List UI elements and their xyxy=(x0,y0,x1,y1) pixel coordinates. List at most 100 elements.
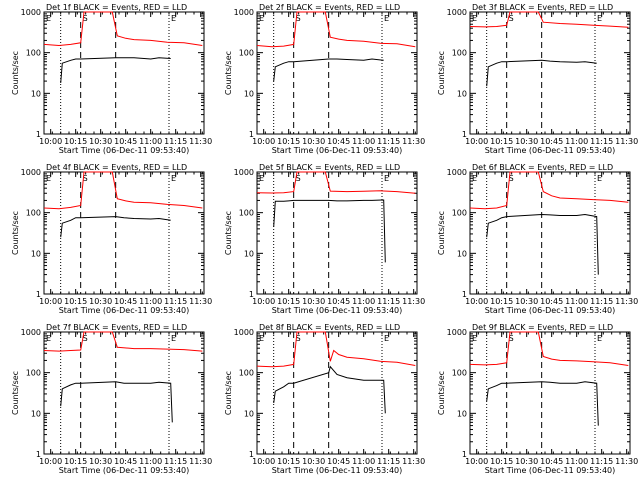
end-marker: E xyxy=(171,334,176,343)
x-tick-label: 10:15 xyxy=(490,297,513,306)
y-tick-label: 10 xyxy=(457,249,467,258)
x-tick-label: 10:45 xyxy=(114,457,137,466)
events-series-line xyxy=(273,58,384,82)
y-tick-label: 100 xyxy=(239,49,254,58)
x-tick-label: 10:30 xyxy=(302,457,325,466)
x-tick-label: 10:15 xyxy=(490,137,513,146)
x-tick-label: 11:15 xyxy=(590,137,613,146)
y-tick-label: 1 xyxy=(249,130,254,139)
y-tick-label: 1000 xyxy=(21,168,41,177)
x-tick-label: 10:00 xyxy=(39,137,62,146)
x-tick-label: 10:45 xyxy=(327,297,350,306)
x-tick-label: 11:15 xyxy=(164,137,187,146)
x-tick-label: 11:00 xyxy=(352,137,375,146)
x-tick-label: 11:15 xyxy=(590,457,613,466)
end-marker: E xyxy=(171,14,176,23)
end-marker: E xyxy=(597,174,602,183)
x-tick-label: 10:00 xyxy=(252,297,275,306)
end-marker: E xyxy=(46,334,51,343)
x-tick-label: 11:30 xyxy=(615,457,638,466)
x-axis-label: Start Time (06-Dec-11 09:53:40) xyxy=(59,466,190,475)
end-marker: E xyxy=(472,14,477,23)
lld-series-line xyxy=(256,171,416,194)
x-axis-label: Start Time (06-Dec-11 09:53:40) xyxy=(59,306,190,315)
plot-frame xyxy=(469,11,631,135)
y-tick-label: 1000 xyxy=(234,168,254,177)
y-tick-label: 1 xyxy=(36,290,41,299)
y-axis-label: Counts/sec xyxy=(437,51,446,95)
y-axis-label: Counts/sec xyxy=(11,371,20,415)
x-tick-label: 11:30 xyxy=(402,137,425,146)
start-marker: S xyxy=(509,14,514,23)
events-series-line xyxy=(486,59,597,87)
y-axis-label: Counts/sec xyxy=(224,211,233,255)
y-tick-label: 1000 xyxy=(447,8,467,17)
y-tick-label: 1000 xyxy=(234,328,254,337)
x-tick-label: 10:15 xyxy=(277,457,300,466)
x-axis-label: Start Time (06-Dec-11 09:53:40) xyxy=(272,466,403,475)
x-tick-label: 10:30 xyxy=(302,297,325,306)
x-tick-label: 10:15 xyxy=(64,137,87,146)
x-tick-label: 10:00 xyxy=(39,457,62,466)
x-tick-label: 11:30 xyxy=(615,137,638,146)
end-marker: E xyxy=(259,14,264,23)
y-tick-label: 10 xyxy=(244,249,254,258)
end-marker: E xyxy=(46,174,51,183)
y-axis-label: Counts/sec xyxy=(437,211,446,255)
start-marker: S xyxy=(83,334,88,343)
x-tick-label: 10:45 xyxy=(327,457,350,466)
x-tick-label: 11:15 xyxy=(164,297,187,306)
end-marker: E xyxy=(46,14,51,23)
end-marker: E xyxy=(597,14,602,23)
x-axis-label: Start Time (06-Dec-11 09:53:40) xyxy=(59,146,190,155)
x-tick-label: 10:00 xyxy=(465,137,488,146)
y-tick-label: 1 xyxy=(249,290,254,299)
detector-panel: Det 9f BLACK = Events, RED = LLD 1 10 100 10… xyxy=(437,323,638,475)
y-axis-label: Counts/sec xyxy=(11,51,20,95)
x-tick-label: 10:45 xyxy=(540,137,563,146)
plot-frame xyxy=(256,331,418,455)
x-tick-label: 10:15 xyxy=(277,297,300,306)
y-tick-label: 100 xyxy=(26,49,41,58)
panel-title: Det 4f BLACK = Events, RED = LLD xyxy=(46,163,187,172)
x-axis-label: Start Time (06-Dec-11 09:53:40) xyxy=(485,466,616,475)
x-tick-label: 10:00 xyxy=(252,137,275,146)
y-tick-label: 10 xyxy=(31,249,41,258)
x-tick-label: 11:15 xyxy=(164,457,187,466)
events-series-line xyxy=(273,365,386,414)
events-series-line xyxy=(60,381,173,423)
x-tick-label: 11:00 xyxy=(352,457,375,466)
events-series-line xyxy=(273,199,386,263)
y-tick-label: 100 xyxy=(452,49,467,58)
x-tick-label: 10:00 xyxy=(252,457,275,466)
lld-series-line xyxy=(43,171,203,210)
end-marker: E xyxy=(384,334,389,343)
start-marker: S xyxy=(83,14,88,23)
y-axis-label: Counts/sec xyxy=(437,371,446,415)
x-tick-label: 11:30 xyxy=(615,297,638,306)
y-tick-label: 10 xyxy=(457,409,467,418)
lld-series-line xyxy=(43,331,203,352)
start-marker: S xyxy=(296,14,301,23)
plot-frame xyxy=(43,331,205,455)
y-tick-label: 10 xyxy=(31,89,41,98)
x-tick-label: 11:30 xyxy=(402,297,425,306)
x-tick-label: 11:30 xyxy=(402,457,425,466)
end-marker: E xyxy=(171,174,176,183)
x-tick-label: 11:30 xyxy=(189,137,212,146)
plot-frame xyxy=(43,11,205,135)
x-tick-label: 11:00 xyxy=(139,297,162,306)
y-tick-label: 1000 xyxy=(447,168,467,177)
detector-panel: Det 2f BLACK = Events, RED = LLD 1 10 100 10… xyxy=(224,3,425,155)
panel-title: Det 5f BLACK = Events, RED = LLD xyxy=(259,163,400,172)
x-tick-label: 10:45 xyxy=(540,457,563,466)
start-marker: S xyxy=(83,174,88,183)
x-tick-label: 10:30 xyxy=(302,137,325,146)
start-marker: S xyxy=(509,174,514,183)
end-marker: E xyxy=(384,174,389,183)
x-tick-label: 11:15 xyxy=(590,297,613,306)
y-axis-label: Counts/sec xyxy=(11,211,20,255)
x-tick-label: 11:00 xyxy=(565,297,588,306)
detector-panel: Det 3f BLACK = Events, RED = LLD 1 10 100 10… xyxy=(437,3,638,155)
